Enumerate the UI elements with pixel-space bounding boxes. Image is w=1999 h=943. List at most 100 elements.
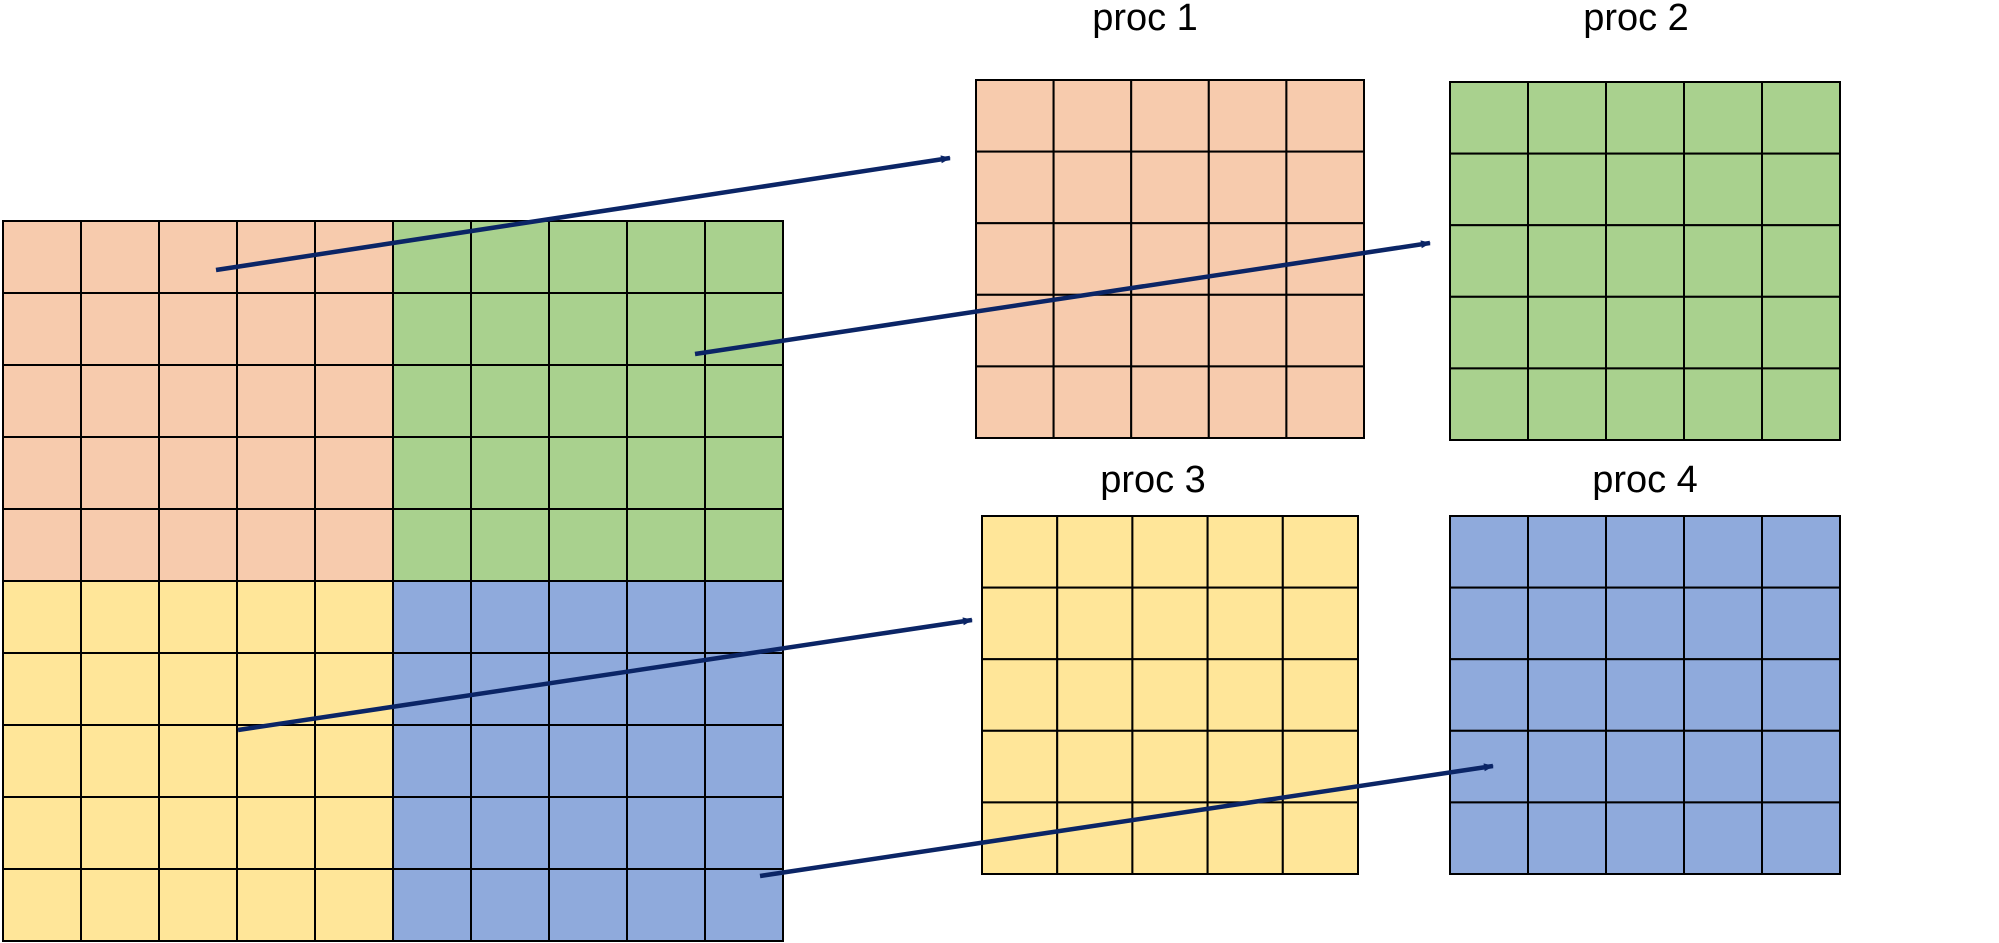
proc-grid-cell bbox=[1527, 295, 1607, 370]
global-grid-cell bbox=[314, 292, 394, 366]
global-grid-cell bbox=[392, 868, 472, 942]
global-grid-cell bbox=[2, 868, 82, 942]
global-grid-cell bbox=[470, 508, 550, 582]
proc-grid-cell bbox=[1285, 365, 1366, 439]
global-grid-cell bbox=[314, 220, 394, 294]
proc-grid-cell bbox=[1131, 586, 1209, 661]
proc-grid-cell bbox=[1761, 224, 1841, 298]
arrow-to-proc-3 bbox=[237, 617, 973, 733]
proc-grid-cell bbox=[1527, 658, 1607, 732]
global-grid-cell bbox=[548, 508, 628, 582]
proc-grid-cell bbox=[1281, 586, 1360, 661]
proc-grid-cell bbox=[1683, 152, 1763, 227]
global-grid-cell bbox=[314, 364, 394, 438]
global-grid-cell bbox=[314, 868, 394, 942]
proc-grid-cell bbox=[1056, 515, 1134, 589]
global-grid-cell bbox=[158, 868, 238, 942]
proc-grid-cell bbox=[1052, 365, 1133, 439]
global-grid-cell bbox=[80, 508, 160, 582]
proc-grid-cell bbox=[1449, 295, 1529, 370]
proc-grid-cell bbox=[1130, 150, 1210, 225]
proc-grid-cell bbox=[1683, 586, 1763, 661]
global-grid-cell bbox=[236, 436, 316, 510]
global-grid-cell bbox=[236, 796, 316, 870]
proc-grid-cell bbox=[1605, 515, 1685, 589]
global-grid-cell bbox=[158, 796, 238, 870]
proc-grid-cell bbox=[1131, 658, 1209, 732]
global-grid-cell bbox=[626, 436, 706, 510]
proc-grid-cell bbox=[1761, 515, 1841, 589]
proc-grid-cell bbox=[1285, 150, 1366, 225]
proc-grid-cell bbox=[981, 658, 1059, 732]
global-grid-cell bbox=[158, 652, 238, 726]
global-grid-cell bbox=[704, 724, 784, 798]
global-grid-cell bbox=[392, 796, 472, 870]
global-grid-cell bbox=[2, 364, 82, 438]
global-grid-cell bbox=[704, 796, 784, 870]
global-grid-cell bbox=[548, 652, 628, 726]
global-grid-cell bbox=[80, 652, 160, 726]
proc-grid-cell bbox=[1131, 515, 1209, 589]
proc-grid-cell bbox=[1527, 367, 1607, 441]
global-grid-cell bbox=[236, 868, 316, 942]
proc-grid-cell bbox=[1605, 81, 1685, 155]
global-grid-cell bbox=[548, 436, 628, 510]
proc-grid-cell bbox=[1206, 729, 1284, 804]
proc-grid-cell bbox=[975, 79, 1055, 153]
proc-1-label: proc 1 bbox=[1092, 0, 1198, 39]
proc-grid-cell bbox=[1605, 586, 1685, 661]
proc-grid-cell bbox=[1285, 79, 1366, 153]
proc-grid-cell bbox=[1527, 515, 1607, 589]
global-grid-cell bbox=[392, 436, 472, 510]
proc-grid-cell bbox=[1285, 293, 1366, 368]
proc-grid-cell bbox=[1449, 515, 1529, 589]
global-grid-cell bbox=[2, 508, 82, 582]
proc-2-label: proc 2 bbox=[1583, 0, 1689, 39]
arrow-to-proc-4 bbox=[759, 763, 1494, 879]
global-grid-cell bbox=[704, 436, 784, 510]
proc-grid-cell bbox=[1449, 801, 1529, 876]
process-grids bbox=[975, 79, 1841, 876]
global-grid-cell bbox=[470, 796, 550, 870]
proc-grid-cell bbox=[1206, 801, 1284, 876]
proc-grid-cell bbox=[1052, 293, 1133, 368]
global-grid-cell bbox=[158, 580, 238, 654]
proc-grid-cell bbox=[975, 150, 1055, 225]
global-grid-cell bbox=[2, 580, 82, 654]
global-grid-cell bbox=[158, 364, 238, 438]
global-grid-cell bbox=[548, 580, 628, 654]
proc-grid-cell bbox=[1605, 801, 1685, 876]
proc-1-grid bbox=[975, 79, 1366, 439]
global-grid-cell bbox=[626, 220, 706, 294]
proc-grid-cell bbox=[1207, 150, 1288, 225]
proc-grid-cell bbox=[1056, 729, 1134, 804]
global-grid bbox=[2, 220, 784, 942]
proc-grid-cell bbox=[975, 222, 1055, 296]
global-grid-cell bbox=[158, 436, 238, 510]
proc-grid-cell bbox=[1761, 81, 1841, 155]
global-grid-cell bbox=[392, 724, 472, 798]
proc-grid-cell bbox=[1761, 729, 1841, 804]
global-grid-cell bbox=[2, 220, 82, 294]
global-grid-cell bbox=[314, 580, 394, 654]
proc-grid-cell bbox=[1605, 658, 1685, 732]
proc-grid-cell bbox=[1449, 224, 1529, 298]
global-grid-cell bbox=[314, 436, 394, 510]
proc-grid-cell bbox=[1207, 222, 1288, 296]
proc-grid-cell bbox=[1683, 367, 1763, 441]
proc-4-label: proc 4 bbox=[1592, 459, 1698, 501]
global-grid-cell bbox=[2, 724, 82, 798]
proc-grid-cell bbox=[1761, 658, 1841, 732]
proc-grid-cell bbox=[1605, 152, 1685, 227]
proc-grid-cell bbox=[1052, 222, 1133, 296]
proc-3-label: proc 3 bbox=[1100, 459, 1206, 501]
proc-grid-cell bbox=[981, 515, 1059, 589]
global-grid-cell bbox=[392, 580, 472, 654]
global-grid-cell bbox=[704, 364, 784, 438]
proc-grid-cell bbox=[1131, 729, 1209, 804]
global-grid-cell bbox=[626, 580, 706, 654]
global-grid-cell bbox=[2, 292, 82, 366]
global-grid-cell bbox=[80, 292, 160, 366]
global-grid-cell bbox=[158, 724, 238, 798]
global-grid-cell bbox=[626, 508, 706, 582]
